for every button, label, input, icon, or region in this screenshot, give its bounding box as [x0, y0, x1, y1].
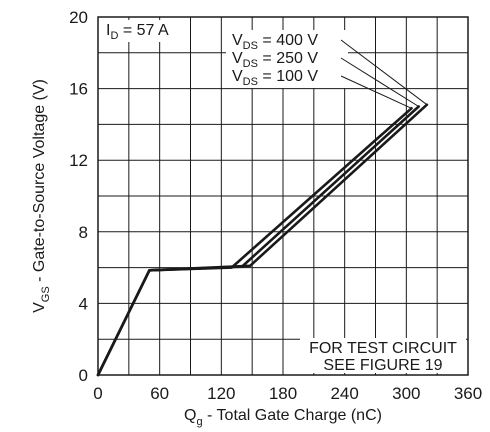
- legend-leader-line: [340, 39, 428, 106]
- x-tick-label: 180: [269, 384, 297, 403]
- curves: [96, 103, 429, 377]
- tick-labels: 0 60 120 180 240 300 360 0 4 8 12 16 20: [69, 8, 482, 403]
- x-tick-label: 240: [330, 384, 358, 403]
- y-tick-label: 16: [69, 80, 88, 99]
- note-line-2: SEE FIGURE 19: [323, 357, 442, 374]
- legend-leader-line: [340, 57, 419, 107]
- condition-box: [101, 20, 183, 42]
- legend-leader-line: [340, 75, 412, 109]
- legend: VDS = 400 V VDS = 250 V VDS = 100 V: [226, 30, 428, 109]
- legend-label-250v: VDS = 250 V: [232, 50, 318, 70]
- y-tick-label: 20: [69, 8, 88, 27]
- y-tick-label: 0: [79, 366, 88, 385]
- y-axis-title: VGS - Gate-to-Source Voltage (V): [31, 79, 52, 313]
- note-box: [300, 338, 466, 373]
- series-line-100v: [96, 107, 413, 377]
- legend-label-100v: VDS = 100 V: [232, 68, 318, 88]
- legend-label-400v: VDS = 400 V: [232, 32, 318, 52]
- x-tick-label: 0: [93, 384, 102, 403]
- y-tick-label: 12: [69, 151, 88, 170]
- x-tick-label: 360: [454, 384, 482, 403]
- plot-frame: [97, 16, 469, 376]
- x-axis-title: Qg - Total Gate Charge (nC): [184, 407, 382, 428]
- x-tick-label: 300: [392, 384, 420, 403]
- x-tick-label: 120: [207, 384, 235, 403]
- x-tick-label: 60: [150, 384, 169, 403]
- y-tick-label: 4: [79, 294, 88, 313]
- condition-label: ID = 57 A: [106, 22, 169, 42]
- note-line-1: FOR TEST CIRCUIT: [309, 340, 457, 357]
- series-line-250v: [96, 105, 421, 377]
- y-tick-label: 8: [79, 223, 88, 242]
- legend-box: [226, 30, 348, 88]
